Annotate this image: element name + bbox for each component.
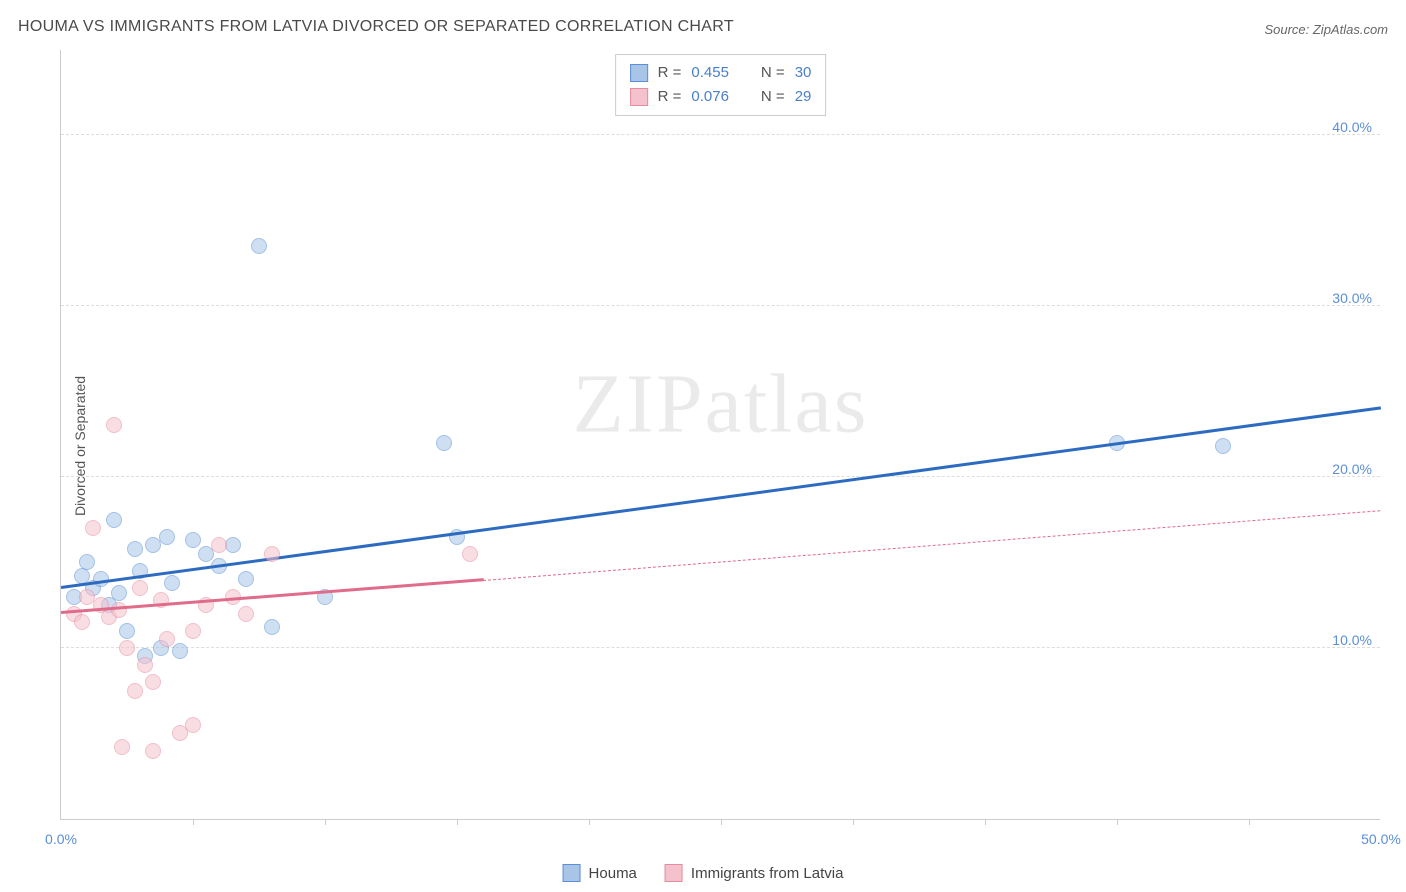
r-value: 0.076: [691, 85, 729, 109]
r-value: 0.455: [691, 61, 729, 85]
x-tick-mark: [325, 819, 326, 825]
legend-swatch: [563, 864, 581, 882]
chart-title: HOUMA VS IMMIGRANTS FROM LATVIA DIVORCED…: [18, 18, 734, 36]
scatter-point: [238, 571, 254, 587]
source-attribution: Source: ZipAtlas.com: [1264, 22, 1388, 37]
scatter-point: [145, 743, 161, 759]
scatter-point: [172, 643, 188, 659]
scatter-plot-area: ZIPatlas R = 0.455 N = 30 R = 0.076 N = 29 10.0…: [60, 50, 1380, 820]
n-value: 30: [795, 61, 812, 85]
scatter-point: [145, 674, 161, 690]
scatter-point: [164, 575, 180, 591]
scatter-point: [159, 529, 175, 545]
y-tick-label: 40.0%: [1332, 119, 1372, 135]
scatter-point: [185, 623, 201, 639]
n-value: 29: [795, 85, 812, 109]
x-tick-mark: [1249, 819, 1250, 825]
x-tick-mark: [193, 819, 194, 825]
scatter-point: [1215, 438, 1231, 454]
legend-swatch: [630, 64, 648, 82]
gridline: [61, 305, 1380, 306]
y-tick-label: 20.0%: [1332, 461, 1372, 477]
scatter-point: [185, 532, 201, 548]
x-tick-mark: [1117, 819, 1118, 825]
x-tick-mark: [457, 819, 458, 825]
legend-swatch: [665, 864, 683, 882]
scatter-point: [159, 631, 175, 647]
x-tick-mark: [853, 819, 854, 825]
scatter-point: [436, 435, 452, 451]
n-label: N =: [761, 61, 785, 85]
scatter-point: [106, 417, 122, 433]
scatter-point: [114, 739, 130, 755]
gridline: [61, 134, 1380, 135]
gridline: [61, 647, 1380, 648]
legend-stat-row: R = 0.076 N = 29: [630, 85, 812, 109]
legend-series-item: Immigrants from Latvia: [665, 864, 844, 882]
scatter-point: [137, 657, 153, 673]
scatter-point: [132, 580, 148, 596]
legend-series-label: Houma: [589, 865, 637, 882]
trend-line-dashed: [483, 510, 1381, 581]
scatter-point: [264, 619, 280, 635]
x-tick-mark: [985, 819, 986, 825]
legend-series-label: Immigrants from Latvia: [691, 865, 844, 882]
scatter-point: [74, 614, 90, 630]
scatter-point: [238, 606, 254, 622]
scatter-point: [127, 683, 143, 699]
scatter-point: [127, 541, 143, 557]
series-legend: Houma Immigrants from Latvia: [563, 864, 844, 882]
n-label: N =: [761, 85, 785, 109]
scatter-point: [106, 512, 122, 528]
legend-stat-row: R = 0.455 N = 30: [630, 61, 812, 85]
x-tick-mark: [589, 819, 590, 825]
scatter-point: [111, 602, 127, 618]
scatter-point: [462, 546, 478, 562]
scatter-point: [119, 640, 135, 656]
y-tick-label: 30.0%: [1332, 290, 1372, 306]
scatter-point: [185, 717, 201, 733]
correlation-legend: R = 0.455 N = 30 R = 0.076 N = 29: [615, 54, 827, 116]
scatter-point: [211, 537, 227, 553]
legend-series-item: Houma: [563, 864, 637, 882]
legend-swatch: [630, 88, 648, 106]
scatter-point: [119, 623, 135, 639]
scatter-point: [264, 546, 280, 562]
watermark-text: ZIPatlas: [573, 355, 869, 452]
scatter-point: [79, 554, 95, 570]
scatter-point: [85, 520, 101, 536]
x-tick-label: 0.0%: [45, 831, 77, 847]
x-tick-mark: [721, 819, 722, 825]
x-tick-label: 50.0%: [1361, 831, 1401, 847]
y-tick-label: 10.0%: [1332, 632, 1372, 648]
r-label: R =: [658, 85, 682, 109]
gridline: [61, 476, 1380, 477]
r-label: R =: [658, 61, 682, 85]
scatter-point: [111, 585, 127, 601]
scatter-point: [251, 238, 267, 254]
